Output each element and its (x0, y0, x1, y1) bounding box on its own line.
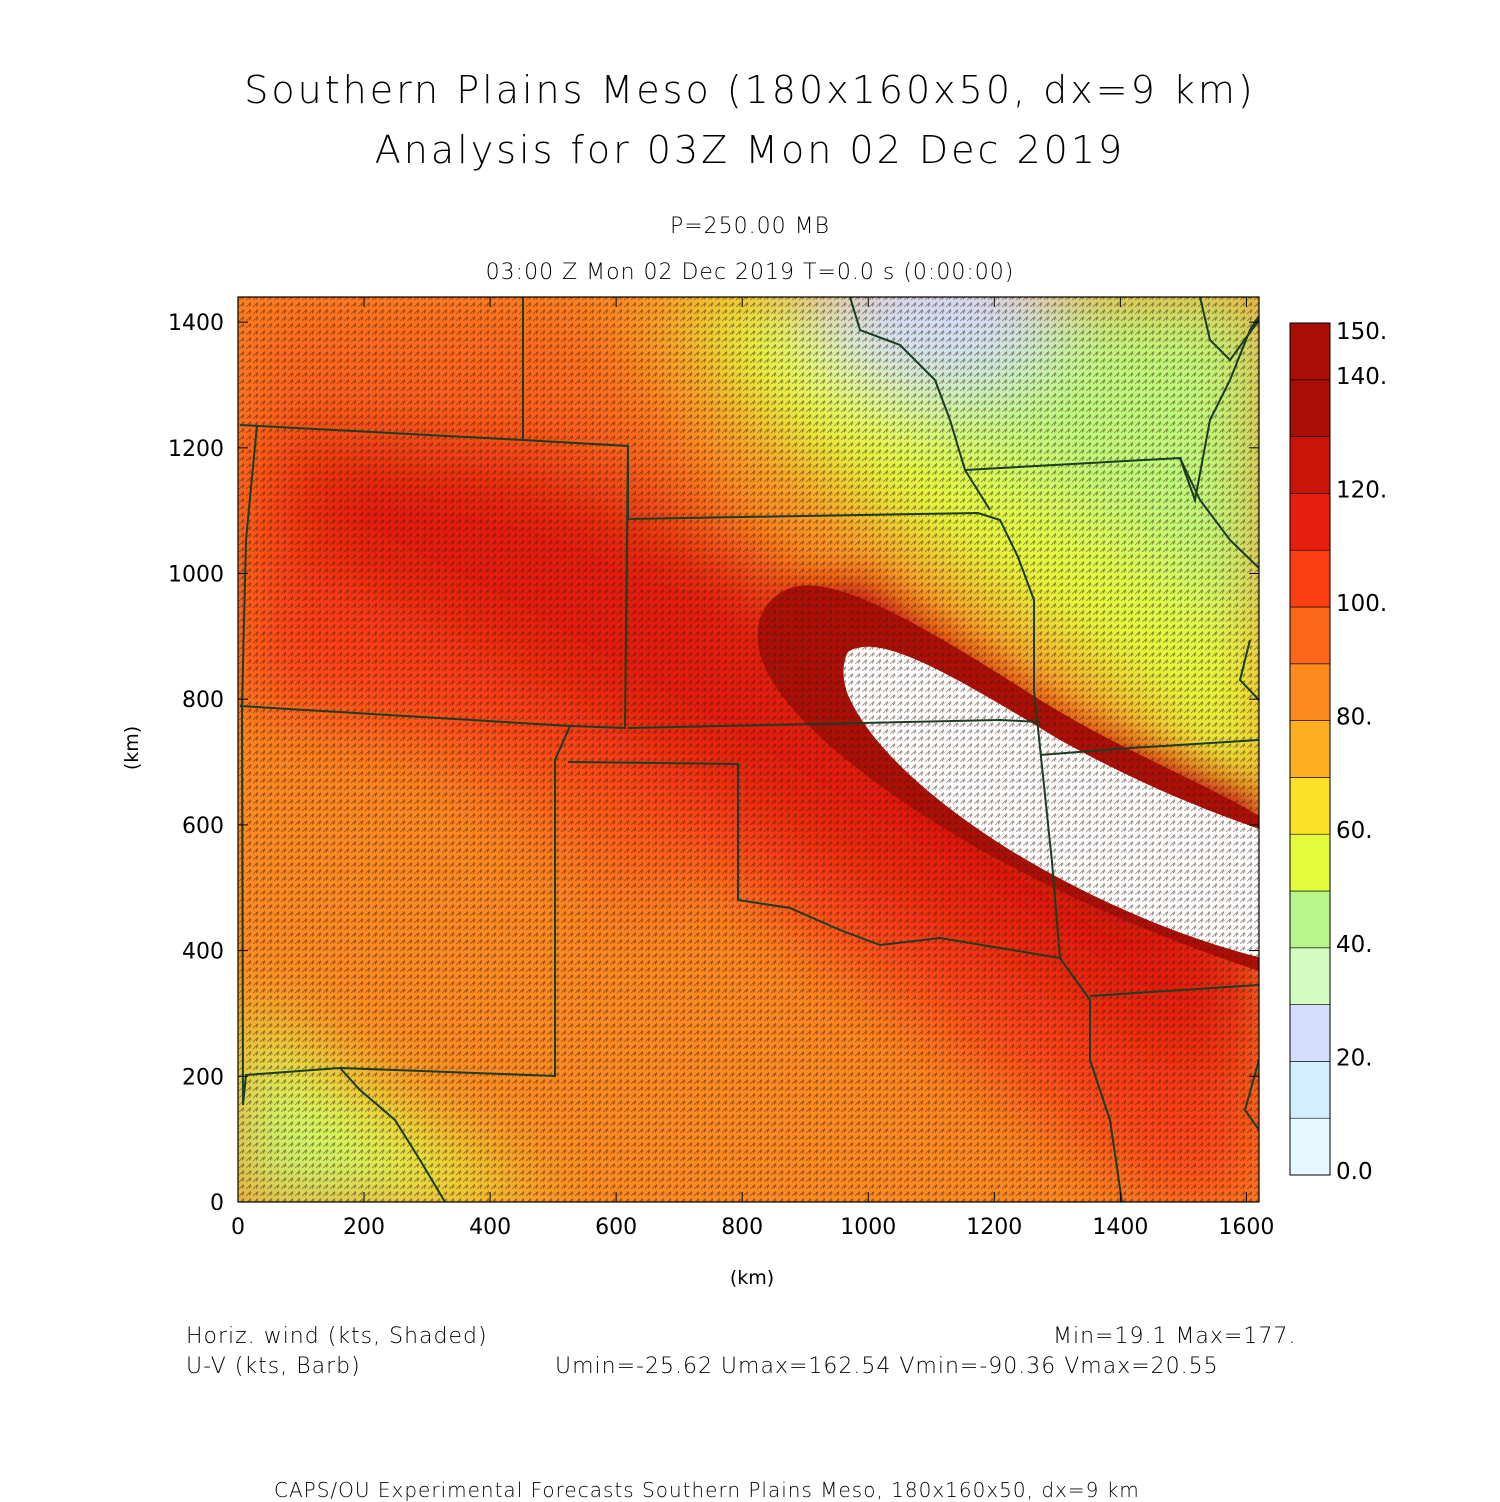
colorbar: 0.0 20. 40. 60. 80. 100. 120. 140. 150. (1289, 319, 1387, 1185)
colorbar-band (1289, 720, 1331, 778)
colorbar-label: 0.0 (1336, 1159, 1373, 1185)
colorbar-label: 100. (1336, 591, 1387, 617)
x-tick-label: 1600 (1218, 1215, 1274, 1240)
colorbar-label: 60. (1336, 818, 1373, 844)
legend-minmax: Min=19.1 Max=177. (1053, 1324, 1297, 1349)
time-label: 03:00 Z Mon 02 Dec 2019 T=0.0 s (0:00:00… (485, 260, 1015, 285)
colorbar-band (1289, 1061, 1331, 1119)
title-line-1: Southern Plains Meso (180x160x50, dx=9 k… (244, 68, 1256, 112)
y-tick-label: 400 (182, 940, 224, 965)
x-tick-label: 800 (721, 1215, 763, 1240)
colorbar-band (1289, 663, 1331, 721)
y-tick-label: 600 (182, 814, 224, 839)
legend-shaded: Horiz. wind (kts, Shaded) (186, 1324, 488, 1349)
colorbar-band (1289, 1004, 1331, 1062)
x-tick-label: 400 (469, 1215, 511, 1240)
colorbar-band (1289, 606, 1331, 665)
x-tick-label: 1200 (966, 1215, 1022, 1240)
colorbar-label: 120. (1336, 477, 1387, 503)
colorbar-label: 150. (1336, 319, 1387, 345)
y-tick-label: 1000 (168, 563, 224, 588)
legend-barb: U-V (kts, Barb) (186, 1354, 361, 1379)
y-tick-label: 200 (182, 1065, 224, 1090)
colorbar-band (1289, 549, 1331, 608)
colorbar-band (1289, 777, 1331, 835)
y-axis-label: (km) (121, 726, 143, 770)
colorbar-frame (1289, 322, 1331, 1176)
colorbar-band (1289, 890, 1331, 949)
y-axis: 0 200 400 600 800 1000 1200 1400 (168, 311, 1259, 1216)
legend-uv-minmax: Umin=-25.62 Umax=162.54 Vmin=-90.36 Vmax… (555, 1354, 1219, 1379)
x-tick-label: 600 (595, 1215, 637, 1240)
colorbar-label: 80. (1336, 705, 1373, 731)
x-tick-label: 1000 (840, 1215, 896, 1240)
x-axis-label: (km) (730, 1267, 774, 1289)
plot-frame (237, 296, 1260, 1203)
colorbar-band (1289, 833, 1331, 892)
y-tick-label: 800 (182, 688, 224, 713)
colorbar-band (1289, 1117, 1331, 1176)
state-boundaries (239, 297, 1259, 1202)
x-tick-label: 0 (231, 1215, 245, 1240)
colorbar-band (1289, 436, 1331, 494)
footer-credit: CAPS/OU Experimental Forecasts Southern … (274, 1478, 1140, 1502)
colorbar-band (1289, 379, 1331, 437)
title-line-2: Analysis for 03Z Mon 02 Dec 2019 (374, 128, 1126, 172)
y-tick-label: 1400 (168, 311, 224, 336)
x-axis: 0 200 400 600 800 1000 1200 1400 1600 (231, 297, 1274, 1240)
y-tick-label: 0 (210, 1191, 224, 1216)
colorbar-label: 140. (1336, 364, 1387, 390)
x-tick-label: 200 (343, 1215, 385, 1240)
y-tick-label: 1200 (168, 437, 224, 462)
colorbar-band (1289, 322, 1331, 381)
colorbar-label: 20. (1336, 1045, 1373, 1071)
wind-speed-field (238, 297, 1259, 1202)
colorbar-band (1289, 947, 1331, 1005)
x-tick-label: 1400 (1092, 1215, 1148, 1240)
colorbar-label: 40. (1336, 932, 1373, 958)
level-label: P=250.00 MB (669, 214, 831, 239)
colorbar-band (1289, 493, 1331, 551)
